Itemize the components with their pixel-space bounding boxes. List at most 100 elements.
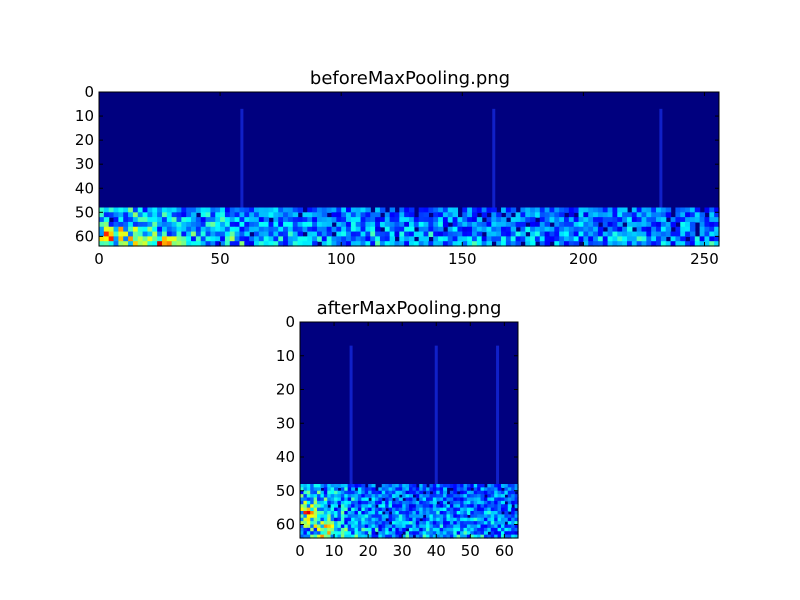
heatmap-cell: [402, 517, 407, 522]
heatmap-cell: [249, 226, 255, 233]
heatmap-cell: [429, 521, 434, 526]
heatmap-cell: [704, 207, 710, 213]
heatmap-cell: [302, 221, 308, 228]
heatmap-cell: [381, 487, 386, 492]
heatmap-cell: [593, 221, 599, 228]
heatmap-cell: [103, 221, 110, 228]
heatmap-cell: [415, 504, 420, 509]
heatmap-cell: [300, 521, 305, 526]
heatmap-cell: [680, 212, 686, 218]
heatmap-cell: [347, 507, 352, 512]
heatmap-cell: [473, 511, 478, 515]
heatmap-cell: [554, 217, 560, 223]
heatmap-cell: [340, 517, 345, 522]
heatmap-cell: [607, 221, 614, 228]
y-tick-label: 50: [276, 482, 295, 500]
heatmap-cell: [210, 231, 216, 237]
heatmap-cell: [496, 231, 502, 237]
heatmap-cell: [709, 236, 715, 242]
heatmap-cell: [442, 207, 449, 213]
heatmap-cell: [310, 534, 315, 539]
heatmap-cell: [344, 511, 349, 515]
heatmap-cell: [680, 241, 686, 247]
heatmap-cell: [310, 517, 315, 522]
heatmap-cell: [412, 500, 417, 505]
heatmap-cell: [137, 236, 144, 242]
heatmap-cell: [337, 490, 342, 495]
heatmap-cell: [699, 217, 706, 223]
heatmap-cell: [379, 221, 386, 228]
heatmap-cell: [539, 221, 546, 228]
heatmap-cell: [365, 217, 371, 223]
heatmap-cell: [651, 236, 657, 242]
heatmap-cell: [467, 212, 473, 218]
heatmap-cell: [665, 221, 672, 228]
heatmap-cell: [704, 236, 710, 242]
heatmap-cell: [617, 212, 623, 218]
heatmap-cell: [347, 527, 352, 532]
heatmap-cell: [442, 212, 449, 218]
heatmap-cell: [323, 531, 328, 536]
heatmap-cell: [191, 212, 197, 218]
heatmap-cell: [128, 221, 134, 228]
heatmap-cell: [471, 241, 478, 247]
heatmap-cell: [446, 534, 451, 539]
heatmap-cell: [344, 487, 349, 492]
heatmap-cell: [573, 221, 580, 228]
heatmap-cell: [337, 497, 342, 502]
heatmap-cell: [297, 217, 304, 223]
heatmap-cell: [483, 534, 488, 539]
heatmap-cell: [341, 226, 347, 233]
heatmap-cell: [365, 226, 371, 233]
heatmap-cell: [544, 221, 551, 228]
heatmap-cell: [428, 207, 434, 213]
heatmap-cell: [313, 507, 318, 512]
heatmap-cell: [554, 236, 560, 242]
heatmap-cell: [118, 236, 124, 242]
heatmap-cell: [334, 524, 339, 529]
heatmap-cell: [497, 504, 502, 509]
heatmap-cell: [463, 500, 468, 505]
heatmap-cell: [142, 236, 149, 242]
heatmap-cell: [364, 534, 369, 539]
heatmap-cell: [381, 500, 386, 505]
heatmap-cell: [385, 487, 390, 492]
heatmap-cell: [405, 531, 410, 536]
heatmap-cell: [340, 494, 345, 499]
heatmap-cell: [510, 231, 517, 237]
heatmap-cell: [463, 511, 468, 515]
heatmap-cell: [374, 500, 379, 505]
heatmap-cell: [460, 484, 465, 488]
heatmap-cell: [405, 534, 410, 539]
heatmap-cell: [675, 241, 681, 247]
heatmap-cell: [244, 236, 250, 242]
heatmap-cell: [714, 236, 720, 242]
heatmap-cell: [385, 521, 390, 526]
heatmap-cell: [273, 241, 279, 247]
heatmap-cell: [292, 221, 299, 228]
heatmap-cell: [470, 517, 475, 522]
heatmap-cell: [490, 511, 495, 515]
heatmap-cell: [500, 484, 505, 488]
heatmap-cell: [568, 217, 575, 223]
vertical-line: [240, 108, 244, 208]
heatmap-cell: [166, 226, 173, 233]
heatmap-cell: [283, 231, 289, 237]
heatmap-cell: [457, 221, 463, 228]
heatmap-cell: [466, 527, 471, 532]
heatmap-cell: [317, 511, 322, 515]
heatmap-cell: [337, 527, 342, 532]
heatmap-cell: [357, 511, 362, 515]
heatmap-cell: [426, 521, 431, 526]
heatmap-cell: [494, 484, 499, 488]
heatmap-cell: [549, 212, 555, 218]
heatmap-cell: [330, 507, 335, 512]
heatmap-cell: [578, 226, 584, 233]
heatmap-cell: [554, 226, 560, 233]
heatmap-cell: [436, 517, 441, 522]
heatmap-cell: [685, 217, 691, 223]
heatmap-cell: [432, 511, 437, 515]
heatmap-cell: [354, 507, 359, 512]
heatmap-cell: [99, 241, 105, 247]
heatmap-cell: [327, 494, 332, 499]
